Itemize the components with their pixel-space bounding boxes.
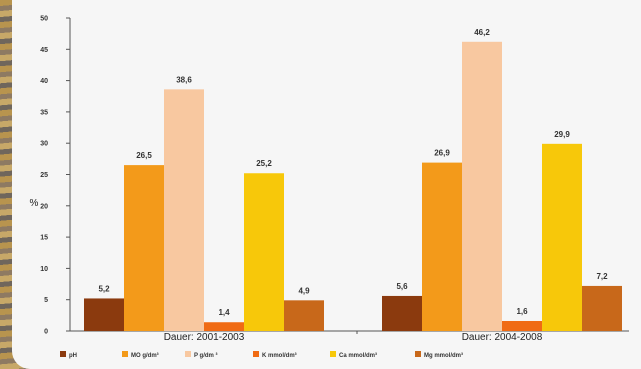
bar-data-label: 1,6 (516, 307, 528, 316)
y-tick-label: 45 (40, 47, 48, 54)
category-label: Dauer: 2004-2008 (462, 332, 543, 343)
bar-data-label: 29,9 (554, 130, 570, 139)
bar (124, 165, 164, 331)
bar-data-label: 5,2 (98, 284, 110, 293)
y-tick-label: 25 (40, 172, 48, 179)
legend-swatch (60, 351, 66, 357)
legend-swatch (415, 351, 421, 357)
bar-data-label: 4,9 (298, 286, 310, 295)
bars-group: 5,2 26,5 38,6 1,4 25,2 4,9 5,6 26,9 46,2 1,6 29,9 7… (84, 28, 622, 332)
bar (204, 322, 244, 331)
bar (164, 89, 204, 331)
legend-swatch (122, 351, 128, 357)
legend-label: K mmol/dm³ (262, 352, 297, 359)
bar (542, 143, 582, 331)
bar-data-label: 38,6 (176, 75, 192, 84)
bar-data-label: 26,9 (434, 149, 450, 158)
legend-label: Ca mmol/dm³ (339, 352, 377, 359)
legend-label: Mg mmol/dm³ (424, 352, 463, 359)
bar (582, 285, 622, 331)
bar-data-label: 7,2 (596, 272, 608, 281)
bar-data-label: 46,2 (474, 28, 490, 37)
y-tick-label: 15 (40, 235, 48, 242)
bar-data-label: 1,4 (218, 308, 230, 317)
bar (284, 300, 324, 331)
chart-panel: 0 5 10 15 20 25 30 35 40 45 50% Dauer: 2001-2003 Dau… (12, 0, 641, 369)
y-tick-label: 35 (40, 109, 48, 116)
legend-label: P g/dm ³ (194, 352, 218, 359)
y-tick-label: 0 (44, 329, 48, 336)
legend-swatch (185, 351, 191, 357)
y-tick-label: 5 (44, 297, 48, 304)
legend: pH MO g/dm³ P g/dm ³ K mmol/dm³ Ca mmol/dm³ M… (60, 351, 463, 359)
bar (244, 173, 284, 331)
y-axis-label: % (30, 198, 39, 209)
axis-group: 0 5 10 15 20 25 30 35 40 45 50% Dauer: 2001-2003 Dau… (30, 16, 629, 343)
y-tick-label: 20 (40, 203, 48, 210)
legend-swatch (253, 351, 259, 357)
bar (462, 41, 502, 332)
chart-svg: 0 5 10 15 20 25 30 35 40 45 50% Dauer: 2001-2003 Dau… (30, 16, 629, 359)
legend-swatch (330, 351, 336, 357)
y-tick-label: 10 (40, 266, 48, 273)
legend-label: MO g/dm³ (131, 352, 159, 359)
bar (84, 298, 124, 331)
category-label: Dauer: 2001-2003 (164, 332, 245, 343)
bar-data-label: 26,5 (136, 151, 152, 160)
bar (502, 320, 542, 331)
y-tick-label: 40 (40, 78, 48, 85)
bar-data-label: 25,2 (256, 159, 272, 168)
bar-data-label: 5,6 (396, 282, 408, 291)
bar (382, 295, 422, 331)
bar (422, 162, 462, 331)
legend-label: pH (69, 353, 77, 359)
y-tick-label: 30 (40, 141, 48, 148)
y-tick-label: 50 (40, 16, 48, 23)
